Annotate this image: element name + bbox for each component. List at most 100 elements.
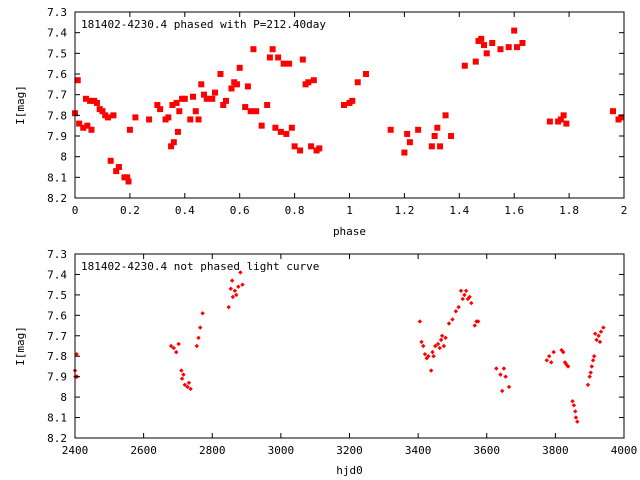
data-point (308, 143, 315, 150)
data-point (201, 91, 208, 98)
data-point (513, 44, 520, 51)
x-tick-label: 3400 (405, 444, 432, 457)
x-tick-label: 0.4 (175, 204, 195, 217)
axes: 0 0.2 0.4 0.6 0.8 1 1.2 1.4 1.6 1.8 2 7.3 7.4 7.5 7.6 7… (47, 6, 627, 217)
data-point (549, 360, 554, 365)
data-point (401, 149, 408, 156)
data-point (460, 296, 465, 302)
data-point (594, 337, 599, 343)
y-tick-label: 7.5 (47, 289, 67, 302)
data-point (176, 341, 181, 347)
data-point (200, 311, 205, 316)
data-point (238, 270, 243, 275)
data-point (439, 333, 445, 338)
y-tick-label: 7.3 (47, 248, 67, 261)
y-tick-label: 7.7 (47, 330, 67, 343)
data-point (562, 360, 568, 365)
y-tick-label: 7.3 (47, 6, 67, 19)
plot-frame (74, 11, 625, 199)
data-point (446, 321, 452, 326)
data-point (461, 62, 468, 69)
data-point (618, 114, 625, 121)
data-point (441, 343, 447, 349)
data-point (478, 35, 485, 42)
data-point (589, 364, 594, 369)
data-point (434, 124, 441, 131)
data-point (87, 97, 94, 104)
data-point (217, 71, 224, 77)
data-point (563, 120, 570, 127)
data-point (431, 354, 436, 359)
data-point (104, 114, 111, 121)
data-point (196, 335, 201, 341)
data-point (299, 56, 306, 63)
data-point (179, 368, 184, 373)
data-point (561, 349, 566, 355)
data-point (188, 386, 193, 392)
data-point (76, 120, 83, 127)
data-point (230, 294, 236, 300)
data-point (280, 60, 287, 67)
y-tick-label: 7.8 (47, 350, 67, 363)
x-tick-label: 1.8 (559, 204, 579, 217)
y-tick-label: 8.1 (47, 412, 67, 425)
data-point (448, 133, 455, 139)
data-point (229, 278, 235, 283)
axes: 2400 2600 2800 3000 3200 3400 3600 3800 4000 7.3 7… (47, 248, 637, 457)
data-point (154, 102, 161, 108)
data-point (442, 112, 449, 119)
data-point (597, 339, 603, 345)
data-point (211, 89, 218, 96)
data-point (244, 83, 251, 90)
data-point (489, 40, 496, 46)
data-point (462, 292, 467, 298)
data-point (93, 99, 100, 106)
data-point (165, 114, 172, 121)
data-point (483, 50, 490, 57)
data-point (181, 95, 188, 102)
data-point (198, 81, 205, 88)
x-tick-label: 0.8 (285, 204, 305, 217)
data-point (585, 382, 591, 388)
data-point (228, 286, 233, 291)
data-point (198, 325, 203, 330)
data-point (433, 343, 438, 349)
data-point (406, 139, 413, 146)
data-point (168, 343, 174, 349)
data-point (174, 349, 179, 355)
data-point (511, 27, 518, 34)
y-tick-label: 7.8 (47, 109, 67, 122)
data-point (236, 284, 241, 289)
data-point (110, 112, 117, 119)
data-point (438, 337, 444, 343)
data-point (570, 399, 575, 404)
y-tick-label: 8.2 (47, 432, 67, 445)
data-point (519, 40, 526, 46)
data-point (472, 323, 477, 328)
data-point (74, 77, 81, 84)
y-tick-label: 8.1 (47, 171, 67, 184)
data-point (170, 139, 177, 146)
data-point (435, 341, 441, 347)
data-point (179, 376, 185, 381)
plot-frame (74, 253, 625, 439)
data-point (297, 147, 304, 154)
data-point (88, 126, 95, 133)
data-point (428, 143, 435, 150)
data-point (250, 46, 257, 53)
data-point (458, 288, 464, 293)
data-point (560, 112, 567, 119)
data-point (430, 349, 435, 355)
data-point (84, 122, 91, 129)
data-point (349, 97, 356, 104)
data-point (203, 95, 210, 102)
data-point (428, 368, 434, 373)
data-point (232, 288, 238, 293)
data-point (596, 333, 601, 338)
data-point (463, 288, 469, 293)
data-point (277, 128, 284, 135)
data-point (503, 374, 508, 379)
data-point (264, 102, 271, 108)
data-point (546, 354, 552, 359)
data-point (421, 343, 426, 349)
